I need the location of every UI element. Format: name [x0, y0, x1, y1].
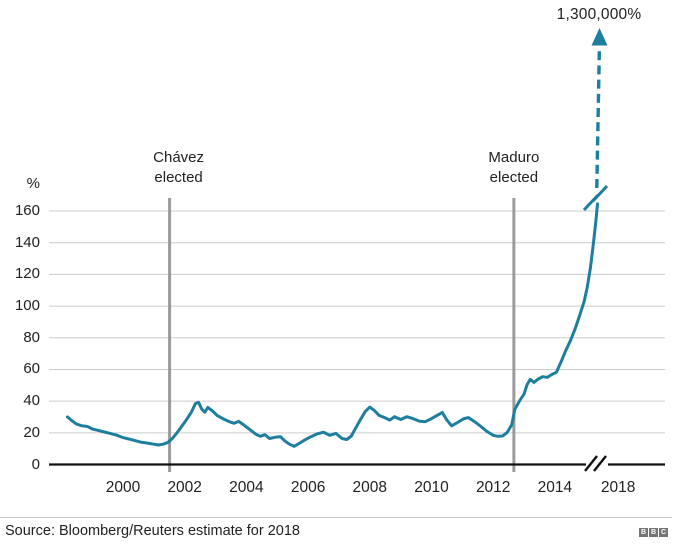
x-tick-label: 2012	[475, 479, 511, 496]
footer-divider	[0, 517, 672, 518]
gridlines	[49, 210, 665, 434]
bbc-logo-letter: B	[649, 528, 658, 537]
projection-arrow-icon	[591, 28, 608, 189]
x-tick-label: 2000	[105, 479, 141, 496]
inflation-line-chart	[49, 28, 665, 472]
inflation-line-series	[66, 202, 599, 448]
y-tick-label: 120	[14, 265, 40, 283]
y-tick-label: 60	[23, 360, 40, 378]
event-label: Maduro elected	[469, 148, 559, 188]
y-tick-label: 40	[23, 392, 40, 410]
x-axis-break-icon	[584, 455, 607, 472]
x-tick-label: 2010	[414, 479, 449, 496]
y-tick-label: 140	[14, 233, 40, 251]
x-tick-label: 2014	[537, 479, 573, 496]
x-tick-label: 2008	[352, 479, 388, 496]
event-lines	[168, 198, 516, 472]
x-tick-label: 2002	[167, 479, 202, 496]
y-tick-label: 80	[23, 328, 40, 346]
x-tick-label: 2006	[290, 479, 326, 496]
source-text: Source: Bloomberg/Reuters estimate for 2…	[5, 523, 300, 539]
line-break-icon	[582, 184, 609, 212]
bbc-logo-letter: C	[659, 528, 668, 537]
y-tick-label: 100	[14, 297, 40, 315]
bbc-logo-letter: B	[639, 528, 648, 537]
y-tick-label: 160	[14, 202, 40, 219]
event-label-line: Maduro	[488, 149, 540, 166]
event-label-line: elected	[489, 169, 539, 186]
y-tick-label: 20	[23, 423, 40, 441]
event-label-line: Chávez	[153, 149, 204, 166]
x-tick-label: 2004	[229, 479, 264, 496]
bbc-logo: B B C	[639, 528, 668, 537]
x-tick-label: 2018	[600, 479, 636, 496]
y-tick-label: 0	[31, 455, 40, 473]
projection-value-label: 1,300,000%	[556, 6, 642, 23]
y-axis-unit-label: %	[26, 175, 40, 192]
event-label: Chávez elected	[134, 148, 224, 188]
inflation-line	[66, 202, 599, 448]
event-label-line: elected	[154, 169, 203, 186]
